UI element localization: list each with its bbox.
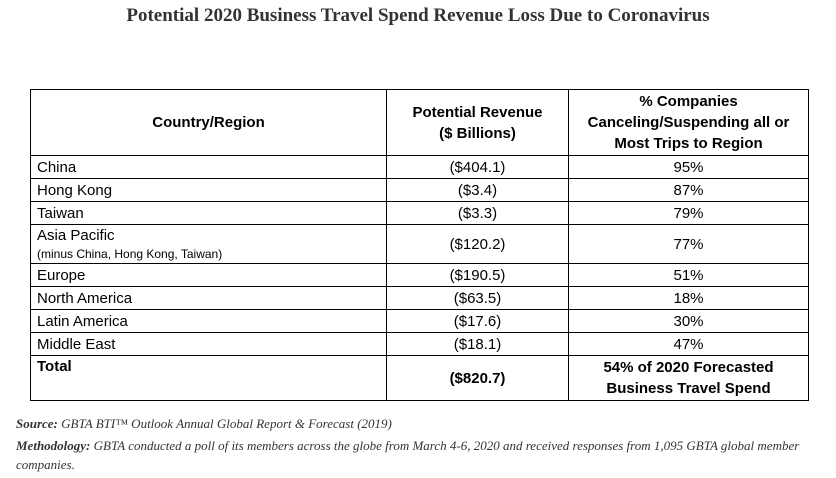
table-total-row: Total ($820.7) 54% of 2020 Forecasted Bu… (30, 355, 809, 401)
cell-pct: 30% (568, 309, 809, 333)
cell-pct: 95% (568, 155, 809, 179)
table-row: Hong Kong ($3.4) 87% (30, 178, 809, 202)
table-row: China ($404.1) 95% (30, 155, 809, 179)
revenue-loss-table: Country/Region Potential Revenue ($ Bill… (30, 89, 809, 401)
source-note: Source: GBTA BTI™ Outlook Annual Global … (16, 414, 816, 433)
source-label: Source: (16, 416, 58, 431)
source-text: GBTA BTI™ Outlook Annual Global Report &… (61, 416, 392, 431)
table-header-row: Country/Region Potential Revenue ($ Bill… (30, 89, 809, 156)
cell-pct: 79% (568, 201, 809, 225)
header-pct-line1: % Companies (639, 93, 738, 110)
page-title: Potential 2020 Business Travel Spend Rev… (126, 5, 710, 26)
cell-region: Latin America (30, 309, 387, 333)
cell-pct: 77% (568, 224, 809, 264)
cell-region: Middle East (30, 332, 387, 356)
cell-revenue: ($18.1) (386, 332, 569, 356)
methodology-text: GBTA conducted a poll of its members acr… (16, 438, 800, 472)
total-revenue: ($820.7) (386, 355, 569, 401)
cell-region: Hong Kong (30, 178, 387, 202)
table-row: Europe ($190.5) 51% (30, 263, 809, 287)
cell-pct: 47% (568, 332, 809, 356)
table-row: Asia Pacific (minus China, Hong Kong, Ta… (30, 224, 809, 264)
cell-region: North America (30, 286, 387, 310)
methodology-note: Methodology: GBTA conducted a poll of it… (16, 436, 816, 474)
methodology-label: Methodology: (16, 438, 91, 453)
table-row: Middle East ($18.1) 47% (30, 332, 809, 356)
table-row: Latin America ($17.6) 30% (30, 309, 809, 333)
cell-revenue: ($63.5) (386, 286, 569, 310)
total-pct: 54% of 2020 Forecasted Business Travel S… (568, 355, 809, 401)
header-pct-companies: % Companies Canceling/Suspending all or … (568, 89, 809, 156)
cell-revenue: ($190.5) (386, 263, 569, 287)
cell-revenue: ($17.6) (386, 309, 569, 333)
cell-pct: 87% (568, 178, 809, 202)
cell-region: Europe (30, 263, 387, 287)
table-row: North America ($63.5) 18% (30, 286, 809, 310)
header-region-label: Country/Region (152, 114, 265, 131)
header-revenue-line2: ($ Billions) (439, 124, 516, 142)
cell-pct: 18% (568, 286, 809, 310)
cell-region: Taiwan (30, 201, 387, 225)
header-potential-revenue: Potential Revenue ($ Billions) (386, 89, 569, 156)
cell-region: Asia Pacific (minus China, Hong Kong, Ta… (30, 224, 387, 264)
total-pct-line2: Business Travel Spend (606, 380, 771, 397)
header-country-region: Country/Region (30, 89, 387, 156)
header-pct-line2: Canceling/Suspending all or (587, 114, 790, 131)
header-revenue-line1: Potential Revenue (412, 103, 543, 121)
table-row: Taiwan ($3.3) 79% (30, 201, 809, 225)
cell-region: China (30, 155, 387, 179)
cell-pct: 51% (568, 263, 809, 287)
cell-revenue: ($3.4) (386, 178, 569, 202)
header-pct-line3: Most Trips to Region (614, 135, 763, 152)
cell-revenue: ($3.3) (386, 201, 569, 225)
cell-revenue: ($120.2) (386, 224, 569, 264)
total-pct-line1: 54% of 2020 Forecasted (603, 359, 774, 376)
cell-region-name: Asia Pacific (37, 227, 115, 244)
total-label: Total (30, 355, 387, 401)
cell-revenue: ($404.1) (386, 155, 569, 179)
cell-region-note: (minus China, Hong Kong, Taiwan) (37, 247, 223, 261)
